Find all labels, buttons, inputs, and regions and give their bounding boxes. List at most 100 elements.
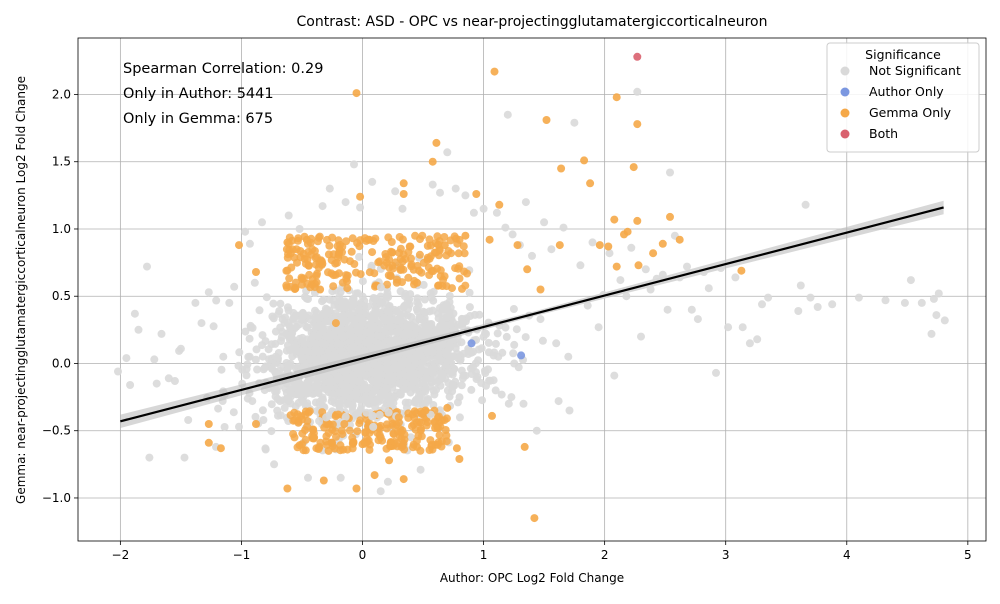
point-not-significant	[251, 412, 260, 421]
point-not-significant	[428, 369, 437, 378]
point-gemma-only	[536, 285, 545, 294]
x-tick-label: 3	[722, 548, 730, 562]
point-gemma-only	[340, 255, 349, 264]
point-gemma-only	[737, 266, 746, 275]
point-gemma-only	[290, 433, 299, 442]
point-gemma-only	[355, 242, 364, 251]
point-not-significant	[241, 327, 250, 336]
point-not-significant	[796, 281, 805, 290]
regression-line	[120, 206, 944, 423]
point-gemma-only	[252, 268, 260, 276]
point-not-significant	[360, 395, 369, 404]
point-gemma-only	[376, 433, 385, 442]
point-gemma-only	[666, 212, 674, 221]
point-not-significant	[339, 311, 348, 320]
point-not-significant	[302, 294, 311, 303]
point-not-significant	[297, 354, 306, 363]
point-not-significant	[270, 460, 279, 469]
point-gemma-only	[283, 484, 292, 493]
point-not-significant	[260, 363, 269, 372]
point-not-significant	[258, 218, 266, 227]
point-not-significant	[666, 168, 674, 177]
point-not-significant	[616, 276, 625, 285]
point-not-significant	[509, 349, 518, 358]
point-not-significant	[412, 305, 421, 313]
point-gemma-only	[442, 437, 451, 446]
point-not-significant	[242, 364, 251, 373]
point-not-significant	[348, 402, 357, 411]
point-not-significant	[519, 399, 528, 408]
point-author-only	[517, 351, 526, 360]
x-tick-label: 1	[480, 548, 488, 562]
point-not-significant	[633, 87, 642, 96]
point-gemma-only	[343, 284, 352, 293]
point-not-significant	[385, 322, 394, 331]
point-gemma-only	[634, 261, 643, 270]
point-not-significant	[385, 337, 394, 346]
point-gemma-only	[298, 415, 306, 424]
point-not-significant	[917, 298, 926, 307]
point-not-significant	[350, 343, 359, 352]
point-not-significant	[291, 402, 300, 411]
point-not-significant	[310, 355, 319, 363]
point-not-significant	[469, 208, 478, 217]
point-gemma-only	[610, 215, 619, 224]
point-gemma-only	[513, 241, 522, 250]
point-not-significant	[610, 371, 619, 380]
annotation-gemma-only: Only in Gemma: 675	[123, 111, 273, 127]
point-gemma-only	[488, 411, 496, 420]
point-gemma-only	[293, 258, 301, 267]
point-not-significant	[361, 338, 370, 347]
point-not-significant	[570, 118, 579, 127]
point-not-significant	[486, 376, 495, 385]
point-gemma-only	[431, 424, 440, 432]
point-gemma-only	[461, 231, 470, 240]
point-not-significant	[439, 321, 448, 330]
point-not-significant	[284, 211, 293, 220]
point-not-significant	[389, 374, 398, 383]
point-not-significant	[360, 384, 369, 393]
x-axis-title: Author: OPC Log2 Fold Change	[440, 571, 624, 585]
point-gemma-only	[434, 240, 443, 249]
point-not-significant	[396, 287, 405, 296]
point-not-significant	[355, 409, 364, 418]
point-not-significant	[311, 306, 319, 315]
point-gemma-only	[381, 250, 390, 258]
point-gemma-only	[595, 241, 604, 250]
point-gemma-only	[339, 445, 348, 454]
point-not-significant	[150, 355, 159, 364]
point-not-significant	[403, 357, 412, 366]
point-not-significant	[881, 296, 890, 305]
point-not-significant	[355, 307, 364, 316]
point-not-significant	[478, 396, 487, 405]
point-not-significant	[399, 377, 408, 386]
point-gemma-only	[658, 239, 667, 248]
legend: Significance Not Significant Author Only G…	[826, 42, 980, 153]
point-gemma-only	[675, 235, 684, 244]
point-gemma-only	[455, 455, 464, 463]
point-gemma-only	[421, 406, 430, 415]
point-not-significant	[482, 330, 490, 338]
point-not-significant	[300, 340, 309, 349]
point-gemma-only	[432, 138, 441, 147]
point-not-significant	[344, 322, 353, 331]
point-gemma-only	[395, 233, 404, 241]
point-not-significant	[588, 238, 597, 247]
point-not-significant	[319, 395, 327, 404]
point-not-significant	[396, 316, 405, 325]
point-not-significant	[417, 332, 426, 341]
point-gemma-only	[356, 416, 365, 425]
point-not-significant	[583, 301, 592, 310]
point-not-significant	[704, 284, 713, 293]
point-gemma-only	[633, 120, 642, 129]
point-not-significant	[565, 406, 574, 415]
point-gemma-only	[404, 273, 413, 282]
point-not-significant	[356, 203, 365, 212]
point-not-significant	[420, 295, 429, 304]
point-gemma-only	[406, 242, 415, 251]
point-not-significant	[250, 278, 259, 287]
point-not-significant	[398, 204, 407, 213]
point-gemma-only	[399, 179, 408, 188]
point-not-significant	[212, 296, 221, 305]
